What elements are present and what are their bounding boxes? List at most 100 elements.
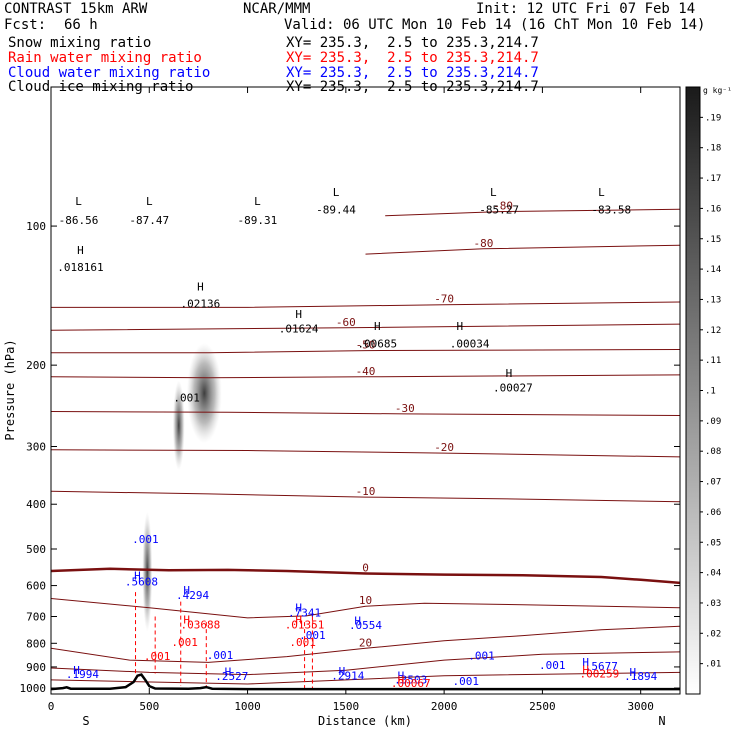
temperature-contour-12 [51,651,680,676]
temperature-contour-label-7: -20 [434,441,454,454]
temperature-contour-5 [51,374,680,379]
colorbar-tick-label-10: .11 [705,356,721,366]
valid-time: Valid: 06 UTC Mon 10 Feb 14 (16 ChT Mon … [284,17,706,33]
legend-rain-xy: XY= 235.3, 2.5 to 235.3,214.7 [286,50,539,66]
colorbar-tick-label-2: .03 [705,599,721,609]
x-end-label-right: N [658,714,665,728]
x-tick-label-2000: 2000 [431,700,458,713]
y-tick-label-100: 100 [26,220,46,233]
temperature-contour-3 [51,323,680,331]
forecast-label: Fcst: [4,17,47,33]
x-tick-label-2500: 2500 [529,700,556,713]
colorbar-tick-label-1: .02 [705,629,721,639]
field-label-31: .7341 [288,607,321,620]
colorbar-tick-label-9: .1 [705,387,716,397]
field-label-4: L [254,195,261,208]
temperature-contour-8 [51,490,680,503]
model-title: CONTRAST 15km ARW [4,1,148,17]
legend-rain-name: Rain water mixing ratio [8,50,202,66]
x-tick-label-0: 0 [48,700,55,713]
field-label-42: .2914 [331,669,364,682]
colorbar-tick-label-16: .17 [705,174,721,184]
field-label-35: .001 [207,649,234,662]
field-label-10: L [598,186,605,199]
field-label-5: -89.31 [238,214,278,227]
field-label-20: H [457,320,464,333]
field-label-9: -85.27 [479,204,519,217]
field-label-36: .001 [468,650,495,663]
colorbar-tick-label-14: .15 [705,235,721,245]
temperature-contour-label-4: -50 [356,339,376,352]
temperature-contour-11 [51,625,680,663]
field-label-30: H [295,602,302,615]
field-label-19: .00685 [357,337,397,350]
field-label-17: .01624 [279,323,319,336]
field-label-22: H [506,367,513,380]
temperature-contour-label-5: -40 [356,365,376,378]
field-label-50: .1894 [624,670,657,683]
field-label-24: .001 [173,392,200,405]
y-tick-label-600: 600 [26,580,46,593]
field-label-21: .00034 [450,337,490,350]
field-label-27: .5608 [125,576,158,589]
field-label-53: H [295,614,302,627]
y-axis-title: Pressure (hPa) [3,339,17,440]
temperature-contour-label-1: -80 [474,237,494,250]
field-label-15: .02136 [181,297,221,310]
temperature-contour-7 [51,449,680,458]
field-label-61: .00259 [580,667,620,680]
temperature-contour-10 [51,598,680,619]
field-label-57: .001 [144,650,171,663]
field-label-26: H [134,569,141,582]
x-tick-label-1500: 1500 [333,700,360,713]
field-label-11: -83.58 [591,204,631,217]
legend-snow-name: Snow mixing ratio [8,35,152,51]
colorbar-tick-label-18: .19 [705,113,721,123]
init-time: Init: 12 UTC Fri 07 Feb 14 [476,1,696,17]
temperature-contour-6 [51,411,680,416]
temperature-contour-label-9: 0 [362,562,369,575]
temperature-contour-label-10: 10 [359,594,372,607]
y-tick-label-300: 300 [26,441,46,454]
field-label-54: .01351 [285,618,325,631]
field-label-33: .0554 [349,619,382,632]
field-label-32: H [354,614,361,627]
colorbar-tick-label-3: .04 [705,569,721,579]
legend-cloud-water-xy: XY= 235.3, 2.5 to 235.3,214.7 [286,65,539,81]
temperature-contour-label-8: -10 [356,485,376,498]
colorbar-tick-label-0: .01 [705,660,721,670]
field-label-28: H [183,584,190,597]
field-label-3: -87.47 [129,214,169,227]
y-tick-label-800: 800 [26,637,46,650]
field-label-51: H [183,614,190,627]
y-tick-label-900: 900 [26,661,46,674]
y-tick-label-400: 400 [26,498,46,511]
x-tick-label-500: 500 [139,700,159,713]
field-label-14: H [197,281,204,294]
snow-shading-2 [142,511,153,632]
field-label-49: H [630,666,637,679]
forecast-hour: 66 h [64,17,98,33]
x-tick-label-1000: 1000 [234,700,261,713]
field-label-41: H [339,665,346,678]
x-end-label-left: S [82,714,89,728]
field-label-38: .1994 [66,668,99,681]
colorbar-unit: g kg⁻¹ [703,86,732,95]
field-label-43: H [398,669,405,682]
field-label-59: .00067 [391,677,431,690]
field-label-37: H [73,664,80,677]
colorbar-tick-label-8: .09 [705,417,721,427]
field-label-46: .001 [539,659,566,672]
x-tick-label-3000: 3000 [627,700,654,713]
field-label-58: H [398,673,405,686]
center-name: NCAR/MMM [243,1,311,17]
field-label-7: -89.44 [316,204,356,217]
field-label-18: H [374,320,381,333]
legend-cloud-water-name: Cloud water mixing ratio [8,65,211,81]
field-label-2: L [146,195,153,208]
temperature-contour-label-3: -60 [336,316,356,329]
temperature-contour-label-11: 20 [359,636,372,649]
y-tick-label-700: 700 [26,611,46,624]
field-label-45: .001 [452,675,479,688]
